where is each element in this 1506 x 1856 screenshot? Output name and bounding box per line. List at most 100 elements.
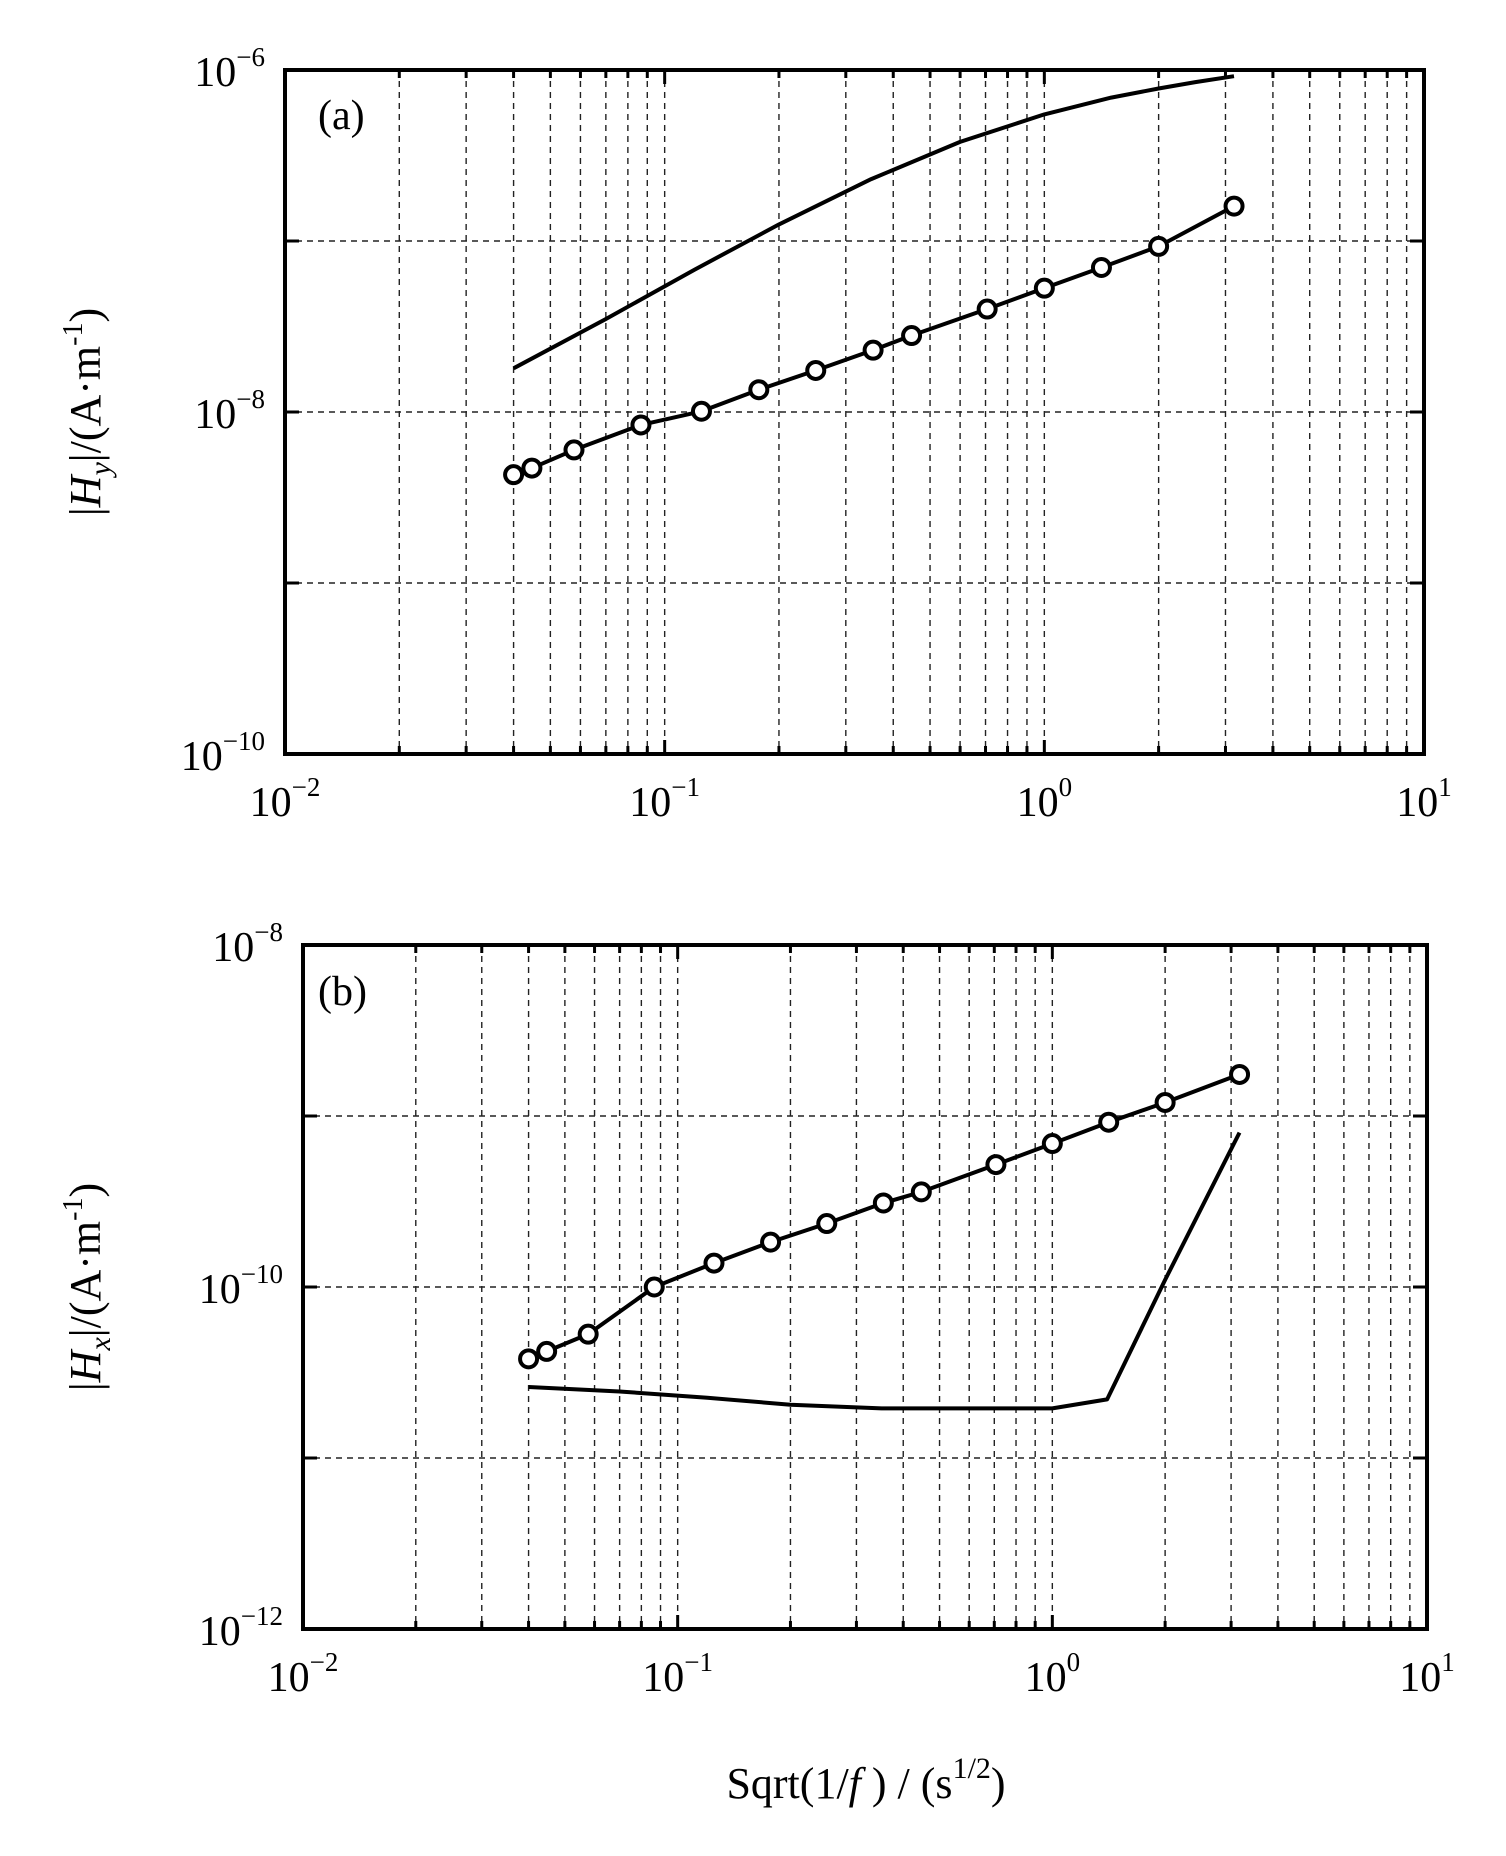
panel-a-circle-marker bbox=[521, 457, 543, 479]
panel-b-circle-marker bbox=[1229, 1063, 1251, 1085]
panel-b-circle-marker bbox=[872, 1192, 894, 1214]
x-label-middle: ) / (s bbox=[861, 1759, 953, 1808]
panel-a-circle-marker bbox=[563, 439, 585, 461]
y-tick-exponent: −6 bbox=[236, 42, 265, 72]
x-tick-label: 10−2 bbox=[268, 1647, 339, 1701]
x-tick-base: 10 bbox=[250, 780, 292, 826]
panel-b-circle-marker bbox=[643, 1276, 665, 1298]
x-label-prefix: Sqrt(1/ bbox=[726, 1759, 849, 1808]
panel-a-ticks bbox=[283, 68, 1424, 756]
x-tick-exponent: 0 bbox=[1059, 772, 1073, 802]
x-tick-base: 10 bbox=[1399, 1655, 1441, 1701]
panel-b-y-axis-label: |Hx|/(A·m-1) bbox=[58, 1183, 117, 1391]
x-tick-exponent: −1 bbox=[684, 1647, 713, 1677]
y-tick-label: 10−12 bbox=[199, 1601, 283, 1655]
y-tick-label: 10−10 bbox=[181, 726, 265, 780]
panel-b-series bbox=[518, 1063, 1251, 1411]
x-tick-label: 101 bbox=[1399, 1647, 1455, 1701]
x-tick-base: 10 bbox=[642, 1655, 684, 1701]
y-tick-label: 10−8 bbox=[194, 384, 265, 438]
panel-a-solid-series-line bbox=[512, 74, 1235, 371]
y-label-close-paren: ) bbox=[61, 1183, 110, 1198]
y-tick-base: 10 bbox=[212, 925, 254, 971]
y-label-bar-right: | bbox=[61, 1328, 110, 1337]
panel-b-circle-marker bbox=[577, 1323, 599, 1345]
x-tick-exponent: 1 bbox=[1441, 1647, 1455, 1677]
panel-a-series bbox=[503, 74, 1245, 486]
panel-b-circle-marker bbox=[816, 1213, 838, 1235]
x-tick-base: 10 bbox=[629, 780, 671, 826]
y-tick-base: 10 bbox=[194, 392, 236, 438]
panel-b-circle-marker bbox=[1041, 1133, 1063, 1155]
panel-a-circle-marker bbox=[862, 339, 884, 361]
y-label-bar-left: | bbox=[61, 507, 110, 516]
x-tick-exponent: −2 bbox=[310, 1647, 339, 1677]
y-tick-base: 10 bbox=[199, 1609, 241, 1655]
panel-a-circle-marker bbox=[805, 359, 827, 381]
y-tick-label: 10−10 bbox=[199, 1259, 283, 1313]
x-tick-label: 10−1 bbox=[629, 772, 700, 826]
panel-a-circle-marker bbox=[901, 325, 923, 347]
x-tick-label: 10−2 bbox=[250, 772, 321, 826]
y-label-superscript: -1 bbox=[58, 1198, 89, 1221]
x-tick-exponent: 0 bbox=[1067, 1647, 1081, 1677]
panel-b-x-axis-label: Sqrt(1/f ) / (s1/2) bbox=[726, 1752, 1005, 1808]
x-tick-base: 10 bbox=[1025, 1655, 1067, 1701]
panel-b-circles-series-line bbox=[527, 1072, 1241, 1361]
y-tick-exponent: −8 bbox=[254, 917, 283, 947]
panel-b-circle-marker bbox=[536, 1340, 558, 1362]
y-tick-base: 10 bbox=[194, 50, 236, 96]
y-label-unit: /(A·m bbox=[61, 1221, 110, 1329]
panel-b-grid bbox=[303, 945, 1427, 1629]
y-label-superscript: -1 bbox=[58, 323, 89, 346]
panel-b-circle-marker bbox=[703, 1252, 725, 1274]
y-label-unit: /(A·m bbox=[61, 346, 110, 454]
y-label-subscript: x bbox=[84, 1337, 117, 1352]
panel-a-circle-marker bbox=[1148, 235, 1170, 257]
y-label-bar-left: | bbox=[61, 1382, 110, 1391]
x-tick-exponent: −1 bbox=[671, 772, 700, 802]
x-tick-exponent: −2 bbox=[292, 772, 321, 802]
y-tick-label: 10−6 bbox=[194, 42, 265, 96]
x-tick-label: 101 bbox=[1396, 772, 1452, 826]
panel-a-circle-marker bbox=[1090, 256, 1112, 278]
panel-b-tag: (b) bbox=[318, 969, 367, 1015]
panel-b-circle-marker bbox=[910, 1181, 932, 1203]
y-label-close-paren: ) bbox=[61, 308, 110, 323]
panel-b-circle-marker bbox=[1154, 1091, 1176, 1113]
y-tick-exponent: −8 bbox=[236, 384, 265, 414]
y-label-symbol: H bbox=[61, 1348, 110, 1383]
panel-a-circle-marker bbox=[748, 379, 770, 401]
y-label-bar-right: | bbox=[61, 453, 110, 462]
y-tick-base: 10 bbox=[199, 1267, 241, 1313]
y-tick-exponent: −10 bbox=[241, 1259, 283, 1289]
y-tick-exponent: −10 bbox=[223, 726, 265, 756]
panel-b-circle-marker bbox=[985, 1154, 1007, 1176]
panel-a-circle-marker bbox=[1223, 195, 1245, 217]
x-tick-exponent: 1 bbox=[1438, 772, 1452, 802]
panel-b-circle-marker bbox=[1098, 1111, 1120, 1133]
panel-b-circle-marker bbox=[760, 1231, 782, 1253]
y-tick-exponent: −12 bbox=[241, 1601, 283, 1631]
panel-b-circle-marker bbox=[518, 1348, 540, 1370]
y-label-subscript: y bbox=[84, 462, 117, 479]
x-tick-base: 10 bbox=[1396, 780, 1438, 826]
panel-a-circle-marker bbox=[503, 464, 525, 486]
panel-a-circle-marker bbox=[976, 298, 998, 320]
x-label-superscript: 1/2 bbox=[953, 1752, 991, 1785]
x-tick-label: 10−1 bbox=[642, 1647, 713, 1701]
panel-a-y-axis-label: |Hy|/(A·m-1) bbox=[58, 308, 117, 516]
panel-a-grid bbox=[285, 70, 1424, 754]
x-tick-base: 10 bbox=[268, 1655, 310, 1701]
x-tick-base: 10 bbox=[1017, 780, 1059, 826]
panel-a-tag: (a) bbox=[318, 93, 365, 139]
x-label-close-paren: ) bbox=[991, 1759, 1006, 1808]
y-label-symbol: H bbox=[61, 473, 110, 508]
panel-a-circle-marker bbox=[630, 414, 652, 436]
panel-b-solid-series-line bbox=[528, 1131, 1242, 1411]
panel-a-circle-marker bbox=[690, 400, 712, 422]
